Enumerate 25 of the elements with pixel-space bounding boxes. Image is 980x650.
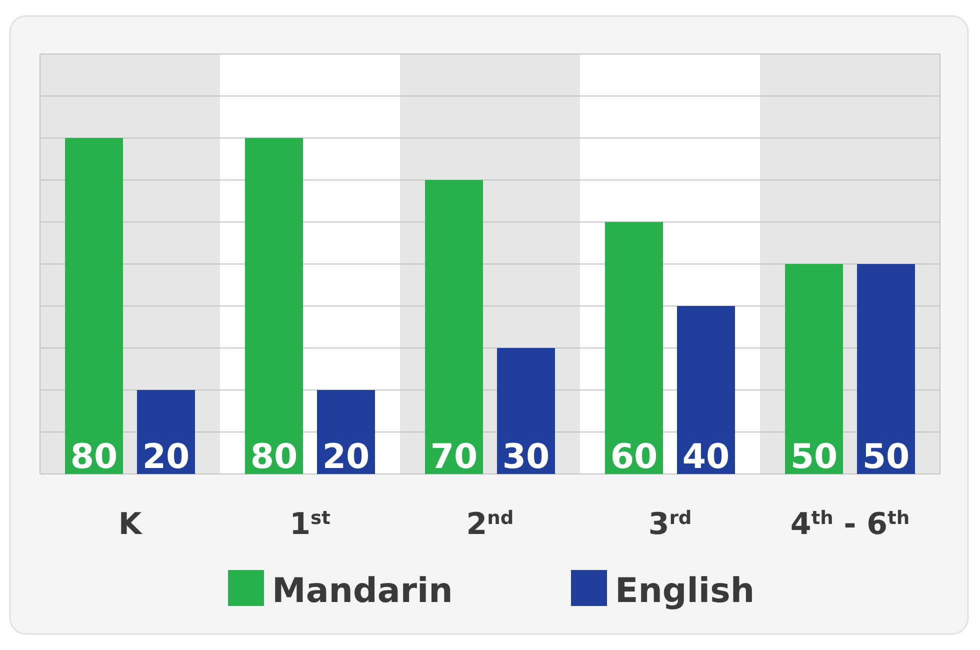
bar	[65, 138, 123, 474]
data-label: 50	[790, 437, 838, 477]
bar	[425, 180, 483, 474]
legend-label: English	[615, 571, 755, 611]
data-label: 80	[70, 437, 118, 477]
bar	[245, 138, 303, 474]
bar	[785, 264, 843, 474]
data-label: 70	[430, 437, 478, 477]
x-tick-label: 1$^{st}$	[290, 507, 331, 542]
data-label: 30	[502, 437, 550, 477]
bar	[497, 348, 555, 474]
bar	[605, 222, 663, 474]
data-label: 50	[862, 437, 910, 477]
data-label: 40	[682, 437, 730, 477]
x-tick-label: 3$^{rd}$	[648, 507, 692, 542]
data-label: 60	[610, 437, 658, 477]
x-tick-label: 4$^{th}$ - 6$^{th}$	[790, 507, 910, 542]
legend-label: Mandarin	[272, 571, 453, 611]
data-label: 80	[250, 437, 298, 477]
x-tick-label: K	[118, 507, 144, 542]
x-tick-label: 2$^{nd}$	[466, 507, 514, 542]
data-label: 20	[142, 437, 190, 477]
bar	[857, 264, 915, 474]
bar	[677, 306, 735, 474]
data-label: 20	[322, 437, 370, 477]
